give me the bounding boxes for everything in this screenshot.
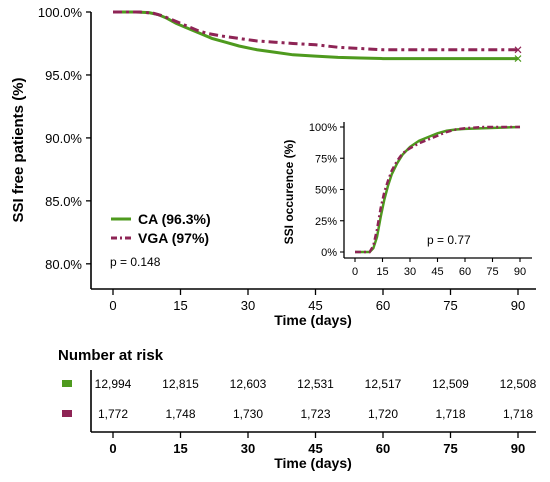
inset-y-tick-label: 0% [321, 247, 337, 259]
main-y-ticks: 80.0% 85.0% 90.0% 95.0% 100.0% [38, 5, 91, 272]
risk-cell: 12,815 [162, 377, 199, 391]
risk-cell: 12,531 [297, 377, 334, 391]
risk-cell: 1,772 [98, 407, 128, 421]
risk-row-swatch-vga [62, 410, 72, 417]
main-y-tick-label: 90.0% [45, 131, 82, 146]
main-y-axis-title: SSI free patients (%) [10, 77, 27, 222]
inset-x-tick-label: 15 [376, 266, 388, 278]
risk-cell: 1,718 [503, 407, 533, 421]
risk-row-swatch-ca [62, 380, 72, 387]
main-series-end-marker [514, 55, 522, 63]
risk-cell: 12,994 [95, 377, 132, 391]
main-x-tick-label: 45 [308, 298, 322, 313]
main-x-axis-title: Time (days) [274, 312, 352, 328]
main-series-line-vga [113, 10, 518, 52]
main-x-tick-label: 15 [173, 298, 187, 313]
inset-x-tick-label: 45 [431, 266, 443, 278]
risk-x-tick-label: 30 [241, 441, 255, 456]
main-y-tick-label: 80.0% [45, 257, 82, 272]
inset-x-tick-label: 0 [352, 266, 358, 278]
main-series-line-ca [113, 10, 518, 61]
risk-table-title: Number at risk [58, 347, 164, 364]
main-p-value: p = 0.148 [110, 255, 161, 269]
risk-cell: 1,718 [435, 407, 465, 421]
risk-cell: 1,723 [300, 407, 330, 421]
risk-x-ticks: 0 15 30 45 60 75 90 [109, 432, 525, 456]
main-x-ticks: 0 15 30 45 60 75 90 [109, 289, 525, 313]
risk-cell: 1,720 [368, 407, 398, 421]
inset-y-tick-label: 100% [309, 122, 337, 134]
inset-y-tick-label: 75% [315, 153, 337, 165]
inset-y-tick-label: 50% [315, 185, 337, 197]
legend-label-ca: CA (96.3%) [138, 211, 211, 227]
inset-x-tick-label: 75 [486, 266, 498, 278]
inset-x-tick-label: 60 [459, 266, 471, 278]
main-x-tick-label: 60 [376, 298, 390, 313]
risk-cell: 12,509 [432, 377, 469, 391]
inset-y-ticks: 0% 25% 50% 75% 100% [309, 122, 344, 259]
risk-table-cells: 12,994 12,815 12,603 12,531 12,517 12,509 12,5… [95, 377, 537, 421]
inset-x-ticks: 0 15 30 45 60 75 90 [352, 258, 526, 278]
inset-x-tick-label: 30 [404, 266, 416, 278]
risk-cell: 12,603 [230, 377, 267, 391]
risk-cell: 12,508 [500, 377, 537, 391]
main-y-tick-label: 85.0% [45, 194, 82, 209]
inset-series-line-vga [355, 125, 520, 254]
main-y-tick-label: 95.0% [45, 68, 82, 83]
main-plot: 80.0% 85.0% 90.0% 95.0% 100.0% 0 15 30 45 60 75 90… [10, 5, 536, 328]
inset-y-axis-title: SSI occurence (%) [282, 140, 296, 245]
main-series-lines [113, 10, 522, 63]
risk-x-tick-label: 90 [511, 441, 525, 456]
risk-cell: 1,730 [233, 407, 263, 421]
inset-series-lines [355, 125, 521, 254]
risk-x-tick-label: 15 [173, 441, 187, 456]
legend-label-vga: VGA (97%) [138, 230, 209, 246]
risk-x-tick-label: 0 [109, 441, 116, 456]
main-x-tick-label: 75 [443, 298, 457, 313]
inset-plot: 0% 25% 50% 75% 100% 0 15 30 45 60 75 90 SSI occure… [282, 122, 532, 278]
risk-cell: 1,748 [165, 407, 195, 421]
inset-p-value: p = 0.77 [427, 233, 471, 247]
risk-x-tick-label: 60 [376, 441, 390, 456]
inset-y-tick-label: 25% [315, 216, 337, 228]
risk-x-tick-label: 45 [308, 441, 322, 456]
main-series-end-marker [514, 46, 522, 54]
main-y-tick-label: 100.0% [38, 5, 83, 20]
main-x-tick-label: 0 [109, 298, 116, 313]
legend: CA (96.3%) VGA (97%) [111, 211, 211, 246]
risk-table: Number at risk 12,994 12,815 12,603 12,531 1… [58, 347, 537, 471]
main-x-tick-label: 30 [241, 298, 255, 313]
risk-cell: 12,517 [365, 377, 402, 391]
main-x-tick-label: 90 [511, 298, 525, 313]
risk-x-axis-title: Time (days) [274, 455, 352, 471]
risk-x-tick-label: 75 [443, 441, 457, 456]
inset-x-tick-label: 90 [514, 266, 526, 278]
